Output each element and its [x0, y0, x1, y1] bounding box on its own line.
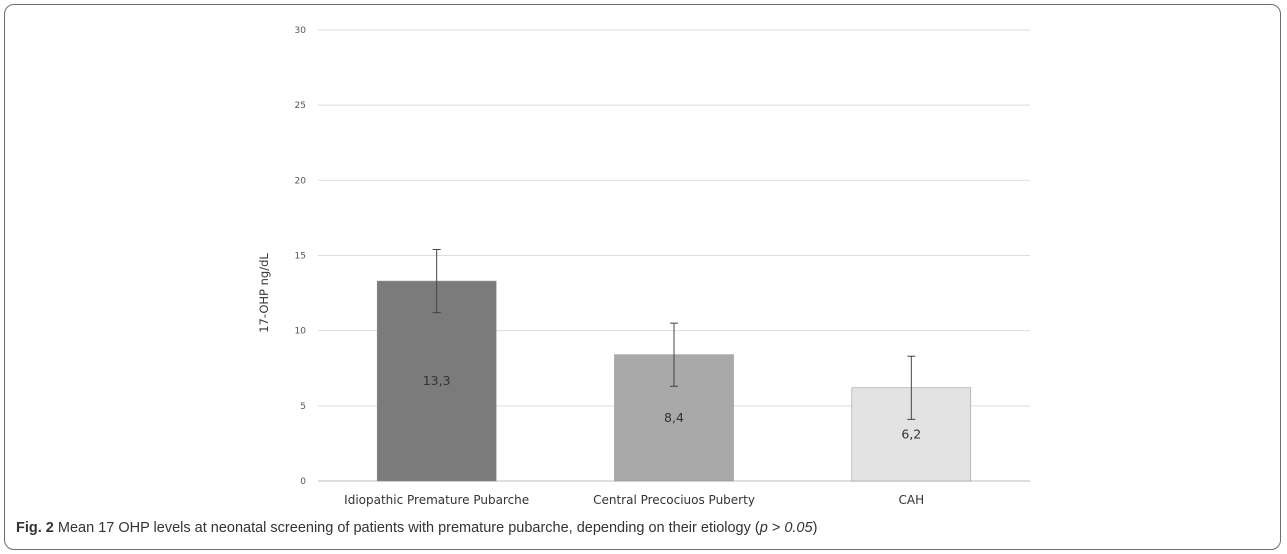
category-label: Idiopathic Premature Pubarche	[344, 493, 529, 507]
category-label: CAH	[899, 493, 925, 507]
bar	[376, 280, 497, 482]
figure-caption: Fig. 2 Mean 17 OHP levels at neonatal sc…	[16, 520, 1276, 536]
caption-close: )	[812, 520, 818, 536]
data-labels: 13,3 8,4 6,2	[423, 373, 922, 441]
data-label: 8,4	[664, 410, 684, 425]
p-symbol: p	[759, 520, 768, 536]
caption-text: Mean 17 OHP levels at neonatal screening…	[53, 520, 760, 536]
error-bars	[432, 248, 916, 420]
y-tick-label: 30	[295, 26, 307, 36]
data-label: 6,2	[901, 426, 921, 441]
y-tick-label: 0	[300, 477, 306, 487]
y-tick-label: 15	[295, 252, 306, 262]
y-tick-label: 25	[295, 101, 306, 111]
y-tick-label: 5	[300, 402, 306, 412]
bar-chart: 0 5 10 15 20 25 30 13,3 8,4 6,2 Idiopathic Prema…	[257, 26, 1030, 507]
data-label: 13,3	[423, 373, 451, 388]
y-tick-labels: 0 5 10 15 20 25 30	[295, 26, 307, 487]
p-relation: >	[767, 520, 785, 536]
p-value: 0.05	[784, 520, 813, 536]
category-label: Central Precociuos Puberty	[593, 493, 755, 507]
figure-frame	[4, 4, 1281, 550]
category-labels: Idiopathic Premature Pubarche Central Pre…	[344, 493, 924, 507]
y-axis-label: 17-OHP ng/dL	[257, 253, 271, 333]
y-tick-label: 10	[295, 327, 307, 337]
figure-label: Fig. 2	[16, 520, 54, 536]
y-tick-label: 20	[295, 176, 307, 186]
